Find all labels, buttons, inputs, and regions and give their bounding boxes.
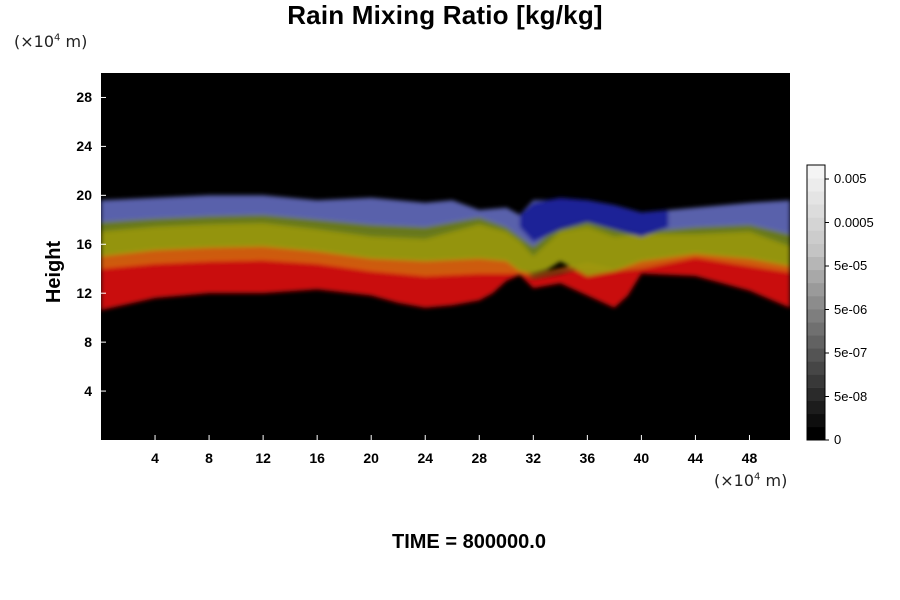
axes [101,96,750,440]
x-tick-label: 24 [417,450,434,466]
colorbar-border [806,164,826,441]
colorbar-swatch [807,230,825,244]
colorbar-swatch [807,400,825,415]
colorbar-swatch [807,282,825,297]
rain-layer-olive [101,212,790,257]
colorbar-label: 0 [834,432,842,447]
x-tick-label: 16 [309,450,325,466]
y-tick-label: 28 [76,89,92,106]
colorbar-swatch [807,269,825,284]
colorbar-swatch [807,426,825,441]
x-tick-label: 28 [471,450,488,466]
x-tick-label: 4 [151,450,159,466]
colorbar-swatch [807,309,825,323]
y-axis-unit: (×104 m) [14,32,88,51]
colorbar-swatch [807,295,825,310]
rain-field [101,195,790,311]
x-axis-unit: (×104 m) [714,471,788,490]
colorbar-swatch [807,361,825,375]
colorbar-swatch [807,387,825,402]
chart-title: Rain Mixing Ratio [kg/kg] [287,0,603,30]
y-tick-label: 8 [84,334,92,351]
x-tick-label: 32 [525,450,542,466]
colorbar-label: 5e-07 [834,345,868,360]
y-tick-label: 24 [76,138,92,155]
colorbar-swatch [807,413,825,428]
colorbar-swatch [807,374,825,388]
colorbar [806,164,829,441]
x-tick-label: 12 [255,450,271,466]
colorbar-swatch [807,335,825,349]
colorbar-swatch [807,191,825,205]
x-tick-label: 48 [741,450,758,466]
y-tick-label: 4 [84,383,92,400]
y-tick-label: 16 [76,236,92,253]
colorbar-swatch [807,178,825,192]
colorbar-swatch [807,204,825,218]
x-tick-label: 36 [579,450,596,466]
y-tick-label: 20 [76,187,92,204]
rain-layer-dark-blue [519,197,669,242]
colorbar-label: 5e-06 [834,301,868,317]
x-tick-label: 40 [633,450,650,466]
colorbar-label: 0.0005 [834,214,874,230]
colorbar-label: 0.005 [834,171,867,186]
colorbar-swatch [807,322,825,336]
time-label: TIME = 800000.0 [392,531,546,553]
colorbar-label: 5e-05 [834,258,868,273]
colorbar-swatch [807,217,825,231]
x-tick-label: 8 [205,450,213,466]
colorbar-swatch [807,256,825,271]
colorbar-swatch [807,165,825,179]
y-tick-label: 12 [76,285,92,302]
rain-layer-red [101,256,790,311]
colorbar-label: 5e-08 [834,388,868,404]
colorbar-swatch [807,348,825,362]
x-tick-label: 44 [687,450,704,466]
colorbar-swatch [807,243,825,257]
x-tick-label: 20 [363,450,379,466]
